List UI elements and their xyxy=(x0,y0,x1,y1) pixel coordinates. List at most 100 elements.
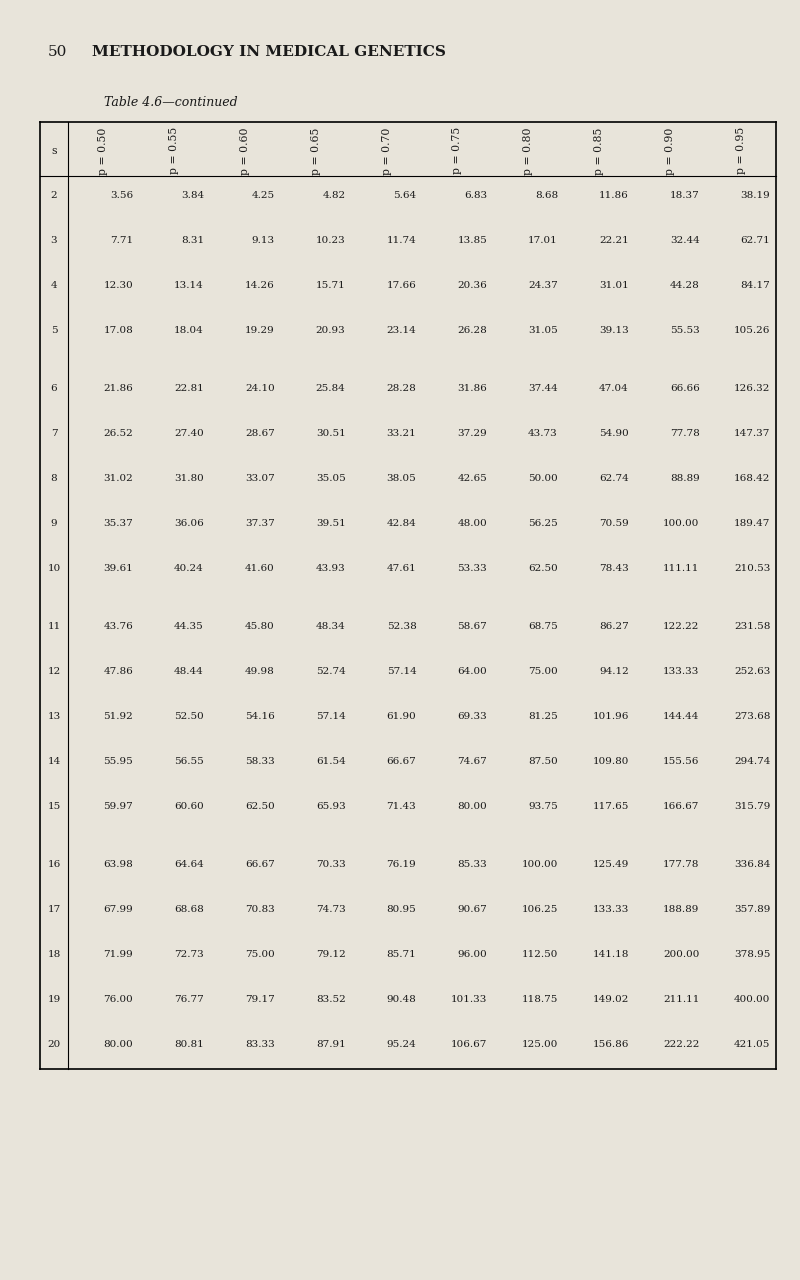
Text: 4.82: 4.82 xyxy=(322,191,346,200)
Text: 33.07: 33.07 xyxy=(245,474,274,483)
Text: 50: 50 xyxy=(48,45,67,59)
Text: 106.25: 106.25 xyxy=(522,905,558,914)
Text: 52.50: 52.50 xyxy=(174,712,204,721)
Text: 37.44: 37.44 xyxy=(528,384,558,393)
Text: 52.38: 52.38 xyxy=(386,622,416,631)
Text: 42.84: 42.84 xyxy=(386,520,416,529)
Text: 3.84: 3.84 xyxy=(181,191,204,200)
Text: 19: 19 xyxy=(47,995,61,1004)
Text: 83.33: 83.33 xyxy=(245,1039,274,1048)
Text: 70.59: 70.59 xyxy=(599,520,629,529)
Text: 144.44: 144.44 xyxy=(663,712,699,721)
Text: 55.53: 55.53 xyxy=(670,326,699,335)
Text: 81.25: 81.25 xyxy=(528,712,558,721)
Text: 28.28: 28.28 xyxy=(386,384,416,393)
Text: p = 0.80: p = 0.80 xyxy=(523,127,533,174)
Text: 85.71: 85.71 xyxy=(386,950,416,959)
Text: 101.96: 101.96 xyxy=(592,712,629,721)
Text: 58.67: 58.67 xyxy=(458,622,487,631)
Text: 168.42: 168.42 xyxy=(734,474,770,483)
Text: 71.99: 71.99 xyxy=(103,950,133,959)
Text: 33.21: 33.21 xyxy=(386,429,416,438)
Text: 28.67: 28.67 xyxy=(245,429,274,438)
Text: 69.33: 69.33 xyxy=(458,712,487,721)
Text: 156.86: 156.86 xyxy=(592,1039,629,1048)
Text: 66.67: 66.67 xyxy=(386,756,416,765)
Text: 54.90: 54.90 xyxy=(599,429,629,438)
Text: 101.33: 101.33 xyxy=(450,995,487,1004)
Text: 20: 20 xyxy=(47,1039,61,1048)
Text: 43.93: 43.93 xyxy=(316,564,346,573)
Text: 189.47: 189.47 xyxy=(734,520,770,529)
Text: 75.00: 75.00 xyxy=(528,667,558,676)
Text: 24.37: 24.37 xyxy=(528,282,558,291)
Text: 17.08: 17.08 xyxy=(103,326,133,335)
Text: 86.27: 86.27 xyxy=(599,622,629,631)
Text: 378.95: 378.95 xyxy=(734,950,770,959)
Text: 67.99: 67.99 xyxy=(103,905,133,914)
Text: 42.65: 42.65 xyxy=(458,474,487,483)
Text: 44.35: 44.35 xyxy=(174,622,204,631)
Text: 88.89: 88.89 xyxy=(670,474,699,483)
Text: s: s xyxy=(51,146,57,156)
Text: 60.60: 60.60 xyxy=(174,801,204,810)
Text: 37.29: 37.29 xyxy=(458,429,487,438)
Text: 35.05: 35.05 xyxy=(316,474,346,483)
Text: 20.36: 20.36 xyxy=(458,282,487,291)
Text: 14: 14 xyxy=(47,756,61,765)
Text: 35.37: 35.37 xyxy=(103,520,133,529)
Text: 58.33: 58.33 xyxy=(245,756,274,765)
Text: 30.51: 30.51 xyxy=(316,429,346,438)
Text: 59.97: 59.97 xyxy=(103,801,133,810)
Text: 62.74: 62.74 xyxy=(599,474,629,483)
Text: 17.01: 17.01 xyxy=(528,237,558,246)
Text: 24.10: 24.10 xyxy=(245,384,274,393)
Text: 5.64: 5.64 xyxy=(393,191,416,200)
Text: 125.49: 125.49 xyxy=(592,860,629,869)
Text: 54.16: 54.16 xyxy=(245,712,274,721)
Text: 68.68: 68.68 xyxy=(174,905,204,914)
Text: 111.11: 111.11 xyxy=(663,564,699,573)
Text: 11: 11 xyxy=(47,622,61,631)
Text: 96.00: 96.00 xyxy=(458,950,487,959)
Text: 231.58: 231.58 xyxy=(734,622,770,631)
Text: 71.43: 71.43 xyxy=(386,801,416,810)
Text: 357.89: 357.89 xyxy=(734,905,770,914)
Text: 47.61: 47.61 xyxy=(386,564,416,573)
Text: 188.89: 188.89 xyxy=(663,905,699,914)
Text: 79.12: 79.12 xyxy=(316,950,346,959)
Text: 13: 13 xyxy=(47,712,61,721)
Text: 79.17: 79.17 xyxy=(245,995,274,1004)
Text: p = 0.65: p = 0.65 xyxy=(310,127,321,174)
Text: 66.67: 66.67 xyxy=(245,860,274,869)
Text: 25.84: 25.84 xyxy=(316,384,346,393)
Text: 66.66: 66.66 xyxy=(670,384,699,393)
Text: 177.78: 177.78 xyxy=(663,860,699,869)
Text: 43.73: 43.73 xyxy=(528,429,558,438)
Text: 13.14: 13.14 xyxy=(174,282,204,291)
Text: 222.22: 222.22 xyxy=(663,1039,699,1048)
Text: 400.00: 400.00 xyxy=(734,995,770,1004)
Text: 61.54: 61.54 xyxy=(316,756,346,765)
Text: 31.02: 31.02 xyxy=(103,474,133,483)
Text: p = 0.95: p = 0.95 xyxy=(735,127,746,174)
Text: 90.48: 90.48 xyxy=(386,995,416,1004)
Text: 9: 9 xyxy=(50,520,58,529)
Text: 36.06: 36.06 xyxy=(174,520,204,529)
Text: 48.34: 48.34 xyxy=(316,622,346,631)
Text: p = 0.90: p = 0.90 xyxy=(665,127,674,174)
Text: 22.81: 22.81 xyxy=(174,384,204,393)
Text: 56.25: 56.25 xyxy=(528,520,558,529)
Text: 26.28: 26.28 xyxy=(458,326,487,335)
Text: 76.77: 76.77 xyxy=(174,995,204,1004)
Text: 76.19: 76.19 xyxy=(386,860,416,869)
Text: 80.95: 80.95 xyxy=(386,905,416,914)
Text: 62.71: 62.71 xyxy=(741,237,770,246)
Text: 9.13: 9.13 xyxy=(251,237,274,246)
Text: 149.02: 149.02 xyxy=(592,995,629,1004)
Text: 38.05: 38.05 xyxy=(386,474,416,483)
Text: 87.50: 87.50 xyxy=(528,756,558,765)
Text: 57.14: 57.14 xyxy=(316,712,346,721)
Text: 68.75: 68.75 xyxy=(528,622,558,631)
Text: 50.00: 50.00 xyxy=(528,474,558,483)
